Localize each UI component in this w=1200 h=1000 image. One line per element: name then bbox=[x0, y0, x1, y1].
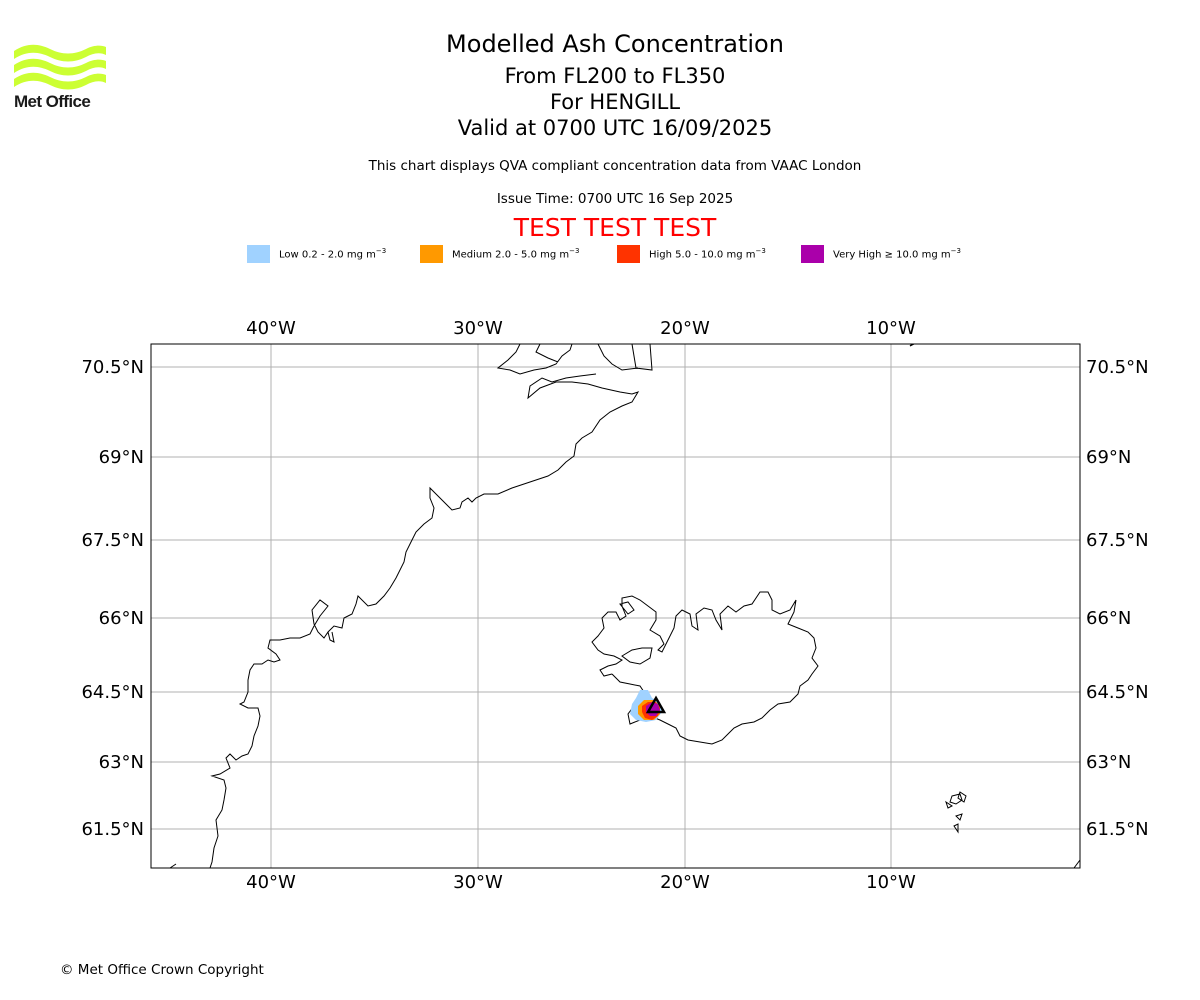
lat-tick-left-63n: 63°N bbox=[99, 752, 144, 773]
lat-tick-right-66n: 66°N bbox=[1086, 608, 1131, 629]
legend-swatch-low bbox=[247, 245, 270, 263]
lat-tick-left-66n: 66°N bbox=[99, 608, 144, 629]
issue-time: Issue Time: 0700 UTC 16 Sep 2025 bbox=[496, 191, 734, 207]
lon-tick-top-10w: 10°W bbox=[866, 318, 916, 339]
lon-tick-bottom-30w: 30°W bbox=[453, 872, 503, 893]
lat-tick-left-70-5n: 70.5°N bbox=[81, 357, 144, 378]
lat-tick-right-61-5n: 61.5°N bbox=[1086, 819, 1149, 840]
map-gridlines bbox=[151, 344, 1080, 868]
lat-tick-left-61-5n: 61.5°N bbox=[81, 819, 144, 840]
legend-swatch-high bbox=[617, 245, 640, 263]
iceland-coast bbox=[591, 591, 819, 745]
lat-tick-left-64-5n: 64.5°N bbox=[81, 682, 144, 703]
met-office-logo bbox=[14, 44, 106, 90]
legend-item-low: Low 0.2 - 2.0 mg m−3 bbox=[247, 243, 386, 265]
faroe-islands-coast bbox=[945, 791, 967, 834]
lat-tick-right-69n: 69°N bbox=[1086, 447, 1131, 468]
lon-tick-bottom-10w: 10°W bbox=[866, 872, 916, 893]
lon-tick-top-30w: 30°W bbox=[453, 318, 503, 339]
lon-tick-bottom-40w: 40°W bbox=[246, 872, 296, 893]
ash-plume bbox=[630, 690, 662, 722]
legend-label-very-high: Very High ≥ 10.0 mg m−3 bbox=[833, 247, 961, 261]
legend-item-very-high: Very High ≥ 10.0 mg m−3 bbox=[801, 243, 961, 265]
lon-tick-top-20w: 20°W bbox=[660, 318, 710, 339]
legend-swatch-medium bbox=[420, 245, 443, 263]
coastlines bbox=[169, 343, 1081, 869]
flight-level-range: From FL200 to FL350 bbox=[504, 64, 726, 88]
lat-tick-left-67-5n: 67.5°N bbox=[81, 530, 144, 551]
legend-swatch-very-high bbox=[801, 245, 824, 263]
lat-tick-right-70-5n: 70.5°N bbox=[1086, 357, 1149, 378]
valid-time: Valid at 0700 UTC 16/09/2025 bbox=[457, 116, 773, 140]
legend-label-low: Low 0.2 - 2.0 mg m−3 bbox=[279, 247, 387, 261]
volcano-name: For HENGILL bbox=[549, 90, 681, 114]
chart-title: Modelled Ash Concentration bbox=[446, 30, 784, 58]
chart-description: This chart displays QVA compliant concen… bbox=[368, 158, 862, 174]
lat-tick-right-67-5n: 67.5°N bbox=[1086, 530, 1149, 551]
legend-item-medium: Medium 2.0 - 5.0 mg m−3 bbox=[420, 243, 579, 265]
lat-tick-right-64-5n: 64.5°N bbox=[1086, 682, 1149, 703]
lon-tick-top-40w: 40°W bbox=[246, 318, 296, 339]
volcano-triangle-icon bbox=[645, 695, 667, 714]
map-frame bbox=[150, 343, 1081, 869]
copyright-notice: © Met Office Crown Copyright bbox=[60, 962, 264, 978]
legend-item-high: High 5.0 - 10.0 mg m−3 bbox=[617, 243, 766, 265]
lat-tick-right-63n: 63°N bbox=[1086, 752, 1131, 773]
legend-label-medium: Medium 2.0 - 5.0 mg m−3 bbox=[452, 247, 580, 261]
legend-label-high: High 5.0 - 10.0 mg m−3 bbox=[649, 247, 766, 261]
lon-tick-bottom-20w: 20°W bbox=[660, 872, 710, 893]
lat-tick-left-69n: 69°N bbox=[99, 447, 144, 468]
met-office-wordmark: Met Office bbox=[14, 92, 91, 111]
test-banner: TEST TEST TEST bbox=[513, 213, 717, 242]
greenland-coast bbox=[169, 343, 653, 869]
